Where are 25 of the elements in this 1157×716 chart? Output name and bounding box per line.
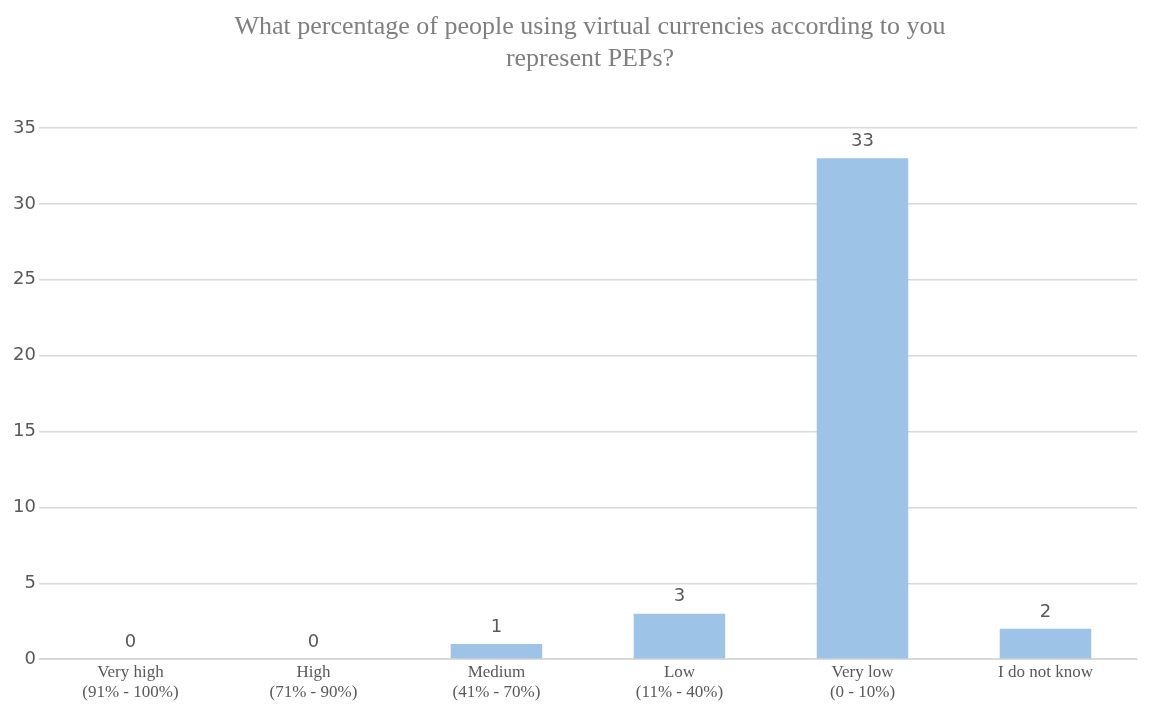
x-tick-label: Medium (41% - 70%) — [452, 661, 541, 702]
y-tick-label: 15 — [13, 419, 36, 441]
y-tick-label: 0 — [24, 646, 36, 668]
x-tick-label: Very low (0 - 10%) — [829, 661, 896, 702]
y-tick-label: 20 — [13, 343, 36, 365]
y-tick-label: 25 — [13, 267, 36, 289]
y-tick-label: 10 — [13, 495, 36, 517]
x-tick-label: Low (11% - 40%) — [635, 661, 724, 702]
bar — [450, 644, 543, 659]
x-tick-label: High (71% - 90%) — [269, 661, 358, 702]
data-label: 0 — [307, 629, 320, 651]
data-label: 33 — [851, 129, 874, 151]
data-label: 1 — [490, 614, 503, 636]
data-label: 0 — [124, 629, 137, 651]
x-tick-label: I do not know — [998, 661, 1094, 681]
chart-title: What percentage of people using virtual currencies according to you represent PEPs? — [233, 10, 947, 74]
y-tick-label: 35 — [13, 115, 36, 137]
y-tick-label: 30 — [13, 191, 36, 213]
y-tick-label: 5 — [24, 570, 36, 592]
x-tick-label: Very high (91% - 100%) — [82, 661, 179, 702]
data-label: 2 — [1039, 599, 1052, 621]
bar — [633, 613, 726, 659]
bar — [816, 158, 909, 659]
data-label: 3 — [673, 584, 686, 606]
bar — [999, 628, 1092, 659]
